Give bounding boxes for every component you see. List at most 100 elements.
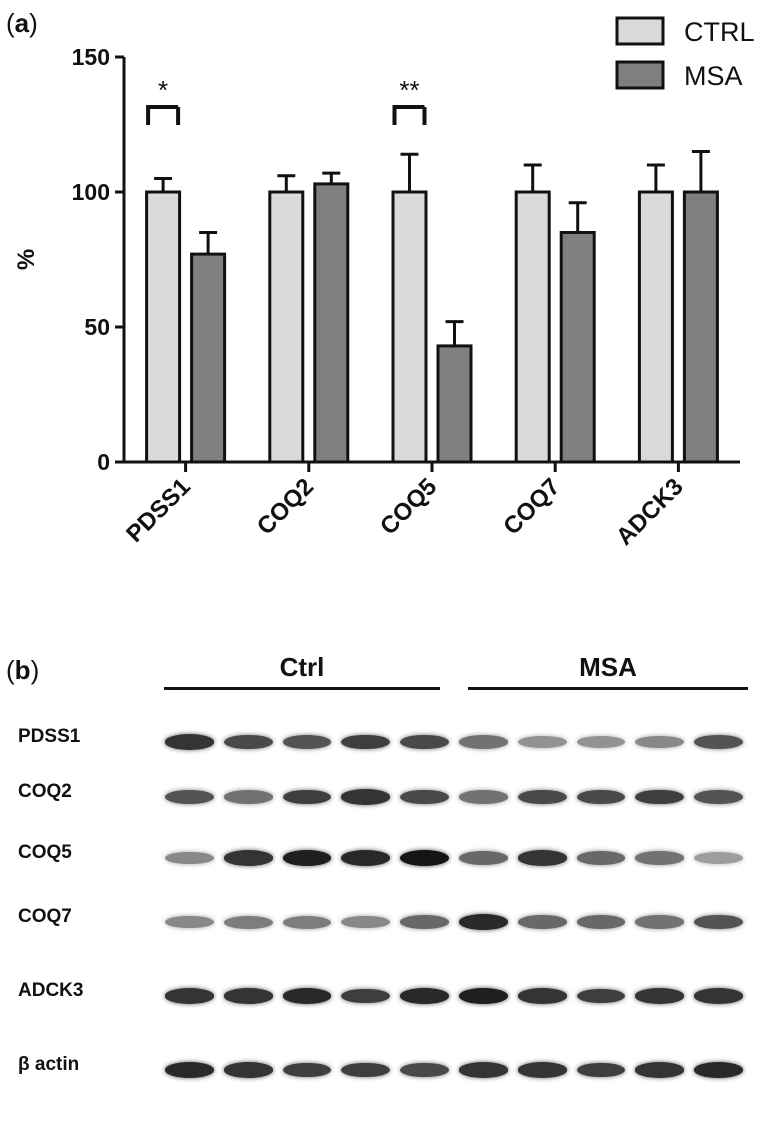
blot-band xyxy=(165,915,214,929)
blot-band xyxy=(223,988,273,1004)
blot-band xyxy=(635,915,685,929)
blot-band xyxy=(635,851,685,865)
blot-band xyxy=(400,915,449,929)
blot-band xyxy=(165,734,214,750)
blot-band xyxy=(459,790,508,804)
blot-band xyxy=(165,1062,214,1078)
blot-band xyxy=(341,850,391,866)
blot-row-label: PDSS1 xyxy=(18,726,81,747)
blot-band xyxy=(635,1062,685,1078)
blot-band xyxy=(282,1062,332,1078)
bar xyxy=(559,231,596,464)
blot-band xyxy=(694,1062,743,1078)
blot-band xyxy=(400,789,449,805)
blot-band xyxy=(459,851,508,865)
panel-a-label-close: ) xyxy=(29,8,38,38)
blot-band xyxy=(517,988,567,1004)
blot-band xyxy=(282,988,332,1004)
blot-band xyxy=(517,735,567,749)
panel-a-label-letter: a xyxy=(14,8,30,38)
blot-band xyxy=(341,988,391,1004)
blot-row-label: COQ2 xyxy=(18,781,72,802)
blot-band xyxy=(517,915,567,929)
blot-band xyxy=(576,915,626,929)
legend-label: MSA xyxy=(684,61,743,91)
y-tick-label: 50 xyxy=(84,314,110,340)
legend-swatch xyxy=(615,16,665,46)
blot-band xyxy=(341,734,391,750)
blot-band xyxy=(459,1062,508,1078)
blot-band xyxy=(282,734,332,750)
bar xyxy=(682,190,719,464)
panel-b-label-letter: b xyxy=(14,655,31,685)
blot-band xyxy=(223,790,273,804)
bar xyxy=(637,190,674,464)
blot-band xyxy=(341,1062,391,1078)
blot-band xyxy=(517,1062,567,1078)
blot-group-label: Ctrl xyxy=(279,652,325,682)
blot-band xyxy=(282,915,332,929)
blot-group-line xyxy=(468,687,748,690)
blot-band xyxy=(165,789,214,805)
blot-band xyxy=(576,988,626,1004)
x-tick-label: PDSS1 xyxy=(121,473,196,548)
significance-label: * xyxy=(158,75,168,105)
blot-band xyxy=(459,735,508,749)
blot-band xyxy=(459,988,508,1004)
blot-band xyxy=(576,735,626,749)
blot-band xyxy=(400,850,449,866)
x-tick-label: COQ7 xyxy=(498,473,565,540)
blot-band xyxy=(459,914,508,930)
legend-label: CTRL xyxy=(684,17,755,47)
blot-band xyxy=(341,789,391,805)
bar xyxy=(268,190,305,464)
blot-band xyxy=(694,988,743,1004)
blot-band xyxy=(694,789,743,805)
blot-band xyxy=(576,851,626,865)
x-tick-label: COQ5 xyxy=(375,473,442,540)
blot-row-label: ADCK3 xyxy=(18,980,84,1001)
blot-band xyxy=(282,789,332,805)
y-tick-label: 150 xyxy=(72,44,110,70)
legend-swatch xyxy=(615,60,665,90)
panel-b-label-close: ) xyxy=(30,655,40,685)
bar xyxy=(391,190,428,464)
blot-band xyxy=(576,789,626,805)
significance-bracket xyxy=(146,105,179,125)
significance-bracket xyxy=(392,105,425,125)
panel-a-label-open: ( xyxy=(6,8,15,38)
blot-row-label: β actin xyxy=(18,1054,80,1075)
blot-band xyxy=(341,915,391,929)
blot-band xyxy=(165,851,214,865)
blot-band xyxy=(517,850,567,866)
blot-band xyxy=(635,735,685,749)
blot-row-label: COQ5 xyxy=(18,842,72,863)
blot-band xyxy=(635,789,685,805)
x-tick-label: ADCK3 xyxy=(611,473,689,551)
panel-b-label-open: ( xyxy=(6,655,15,685)
blot-band xyxy=(694,734,743,750)
panel-b-label: (b) xyxy=(6,655,39,686)
x-tick-label: COQ2 xyxy=(252,473,319,540)
bar xyxy=(514,190,551,464)
blot-band xyxy=(223,734,273,750)
blot-band xyxy=(400,988,449,1004)
significance-label: ** xyxy=(399,75,419,105)
blot-band xyxy=(400,734,449,750)
blot-band xyxy=(576,1062,626,1078)
blot-band xyxy=(223,850,273,866)
blot-band xyxy=(223,915,273,929)
blot-band xyxy=(400,1062,449,1078)
y-tick-label: 0 xyxy=(97,449,110,475)
blot-band xyxy=(694,914,743,930)
y-axis-label: % xyxy=(13,249,40,270)
bar xyxy=(190,252,227,464)
blot-band xyxy=(694,851,743,865)
blot-group-line xyxy=(164,687,440,690)
y-tick-label: 100 xyxy=(72,179,110,205)
blot-group-label: MSA xyxy=(579,652,637,682)
blot-band xyxy=(223,1062,273,1078)
bar xyxy=(436,344,473,464)
panel-a-label: (a) xyxy=(6,8,38,39)
